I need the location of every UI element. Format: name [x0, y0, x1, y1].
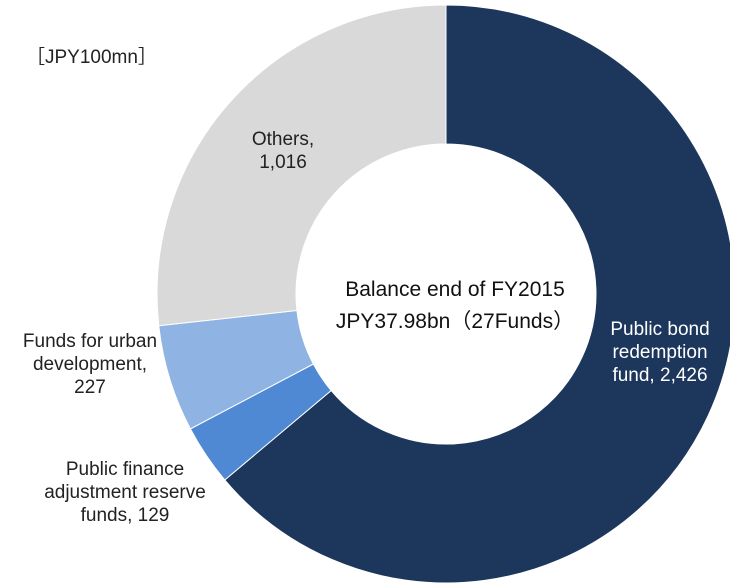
slice-label: Public bond redemption fund, 2,426 — [590, 318, 730, 387]
slice-label: Others, 1,016 — [228, 128, 338, 174]
value-label: 2,426 — [660, 365, 708, 386]
category-label: Public finance adjustment reserve funds, — [44, 459, 206, 526]
center-text: Balance end of FY2015 — [345, 278, 565, 301]
slice-label: Public finance adjustment reserve funds,… — [40, 458, 210, 527]
donut-slice — [156, 4, 447, 327]
value-label: 129 — [137, 505, 170, 526]
category-label: Funds for urban development, — [22, 331, 158, 375]
slice-label: Funds for urban development, 227 — [20, 330, 160, 399]
category-label: Public bond redemption fund, — [610, 319, 710, 386]
center-text: JPY37.98bn（27Funds） — [335, 310, 575, 333]
category-label: Others, — [251, 129, 315, 150]
value-label: 227 — [74, 377, 106, 398]
donut-slice — [224, 4, 730, 584]
unit-label: ［JPY100mn］ — [26, 47, 157, 68]
value-label: 1,016 — [259, 152, 307, 173]
